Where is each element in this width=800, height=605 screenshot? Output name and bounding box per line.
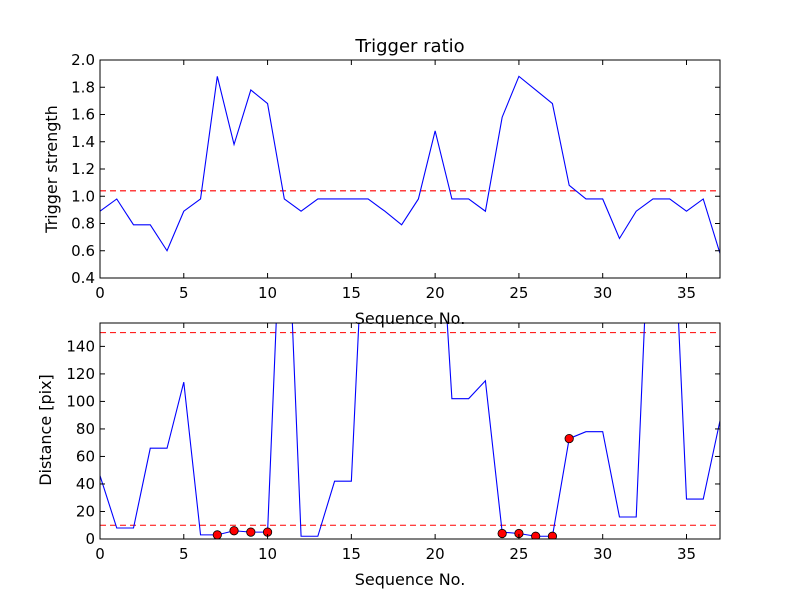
- top-y-tick-label: 2.0: [71, 51, 95, 69]
- bottom-marker-point: [246, 527, 256, 537]
- bottom-y-tick-label: 120: [66, 365, 95, 383]
- bottom-y-tick-label: 100: [66, 392, 95, 410]
- bottom-y-tick-label: 40: [76, 475, 95, 493]
- bottom-x-tick-label: 30: [593, 545, 612, 563]
- bottom-x-tick-label: 15: [342, 545, 361, 563]
- top-x-tick-label: 30: [593, 284, 612, 302]
- bottom-y-tick-label: 20: [76, 502, 95, 520]
- bottom-plot-area: [100, 323, 720, 539]
- bottom-x-tick-label: 10: [258, 545, 277, 563]
- top-x-tick-label: 35: [677, 284, 696, 302]
- bottom-marker-point: [547, 531, 558, 539]
- top-y-axis-label: Trigger strength: [42, 105, 61, 234]
- bottom-marker-point: [212, 530, 222, 539]
- top-plot-area: [100, 75, 720, 254]
- bottom-series-line: [100, 323, 720, 537]
- top-y-tick-label: 1.4: [71, 133, 95, 151]
- top-y-tick-label: 1.0: [71, 187, 95, 205]
- bottom-marker-point: [564, 433, 574, 444]
- bottom-marker-point: [229, 526, 239, 536]
- top-x-axis-label: Sequence No.: [355, 309, 466, 328]
- chart-title: Trigger ratio: [354, 36, 464, 57]
- top-y-tick-label: 1.8: [71, 78, 95, 96]
- bottom-x-tick-label: 35: [677, 545, 696, 563]
- bottom-x-tick-label: 25: [509, 545, 528, 563]
- top-y-tick-label: 1.6: [71, 106, 95, 124]
- top-x-tick-label: 25: [509, 284, 528, 302]
- bottom-x-tick-label: 0: [95, 545, 105, 563]
- bottom-y-tick-label: 140: [66, 337, 95, 355]
- bottom-y-tick-label: 60: [76, 447, 95, 465]
- bottom-marker-point: [531, 531, 541, 539]
- top-y-tick-label: 0.4: [71, 269, 95, 287]
- top-x-tick-label: 20: [426, 284, 445, 302]
- bottom-axes-frame: [99, 322, 721, 540]
- top-series-line: [100, 75, 720, 254]
- top-y-tick-label: 0.6: [71, 242, 95, 260]
- bottom-x-tick-label: 20: [426, 545, 445, 563]
- top-y-tick-label: 0.8: [71, 215, 95, 233]
- top-x-tick-label: 15: [342, 284, 361, 302]
- top-x-tick-label: 0: [95, 284, 105, 302]
- bottom-x-tick-label: 5: [179, 545, 189, 563]
- bottom-y-tick-label: 80: [76, 420, 95, 438]
- bottom-marker-point: [497, 528, 507, 539]
- bottom-x-axis-label: Sequence No.: [355, 570, 466, 589]
- bottom-y-tick-label: 0: [85, 530, 95, 548]
- top-y-tick-label: 1.2: [71, 160, 95, 178]
- top-x-tick-label: 5: [179, 284, 189, 302]
- bottom-y-axis-label: Distance [pix]: [36, 374, 55, 486]
- top-x-tick-label: 10: [258, 284, 277, 302]
